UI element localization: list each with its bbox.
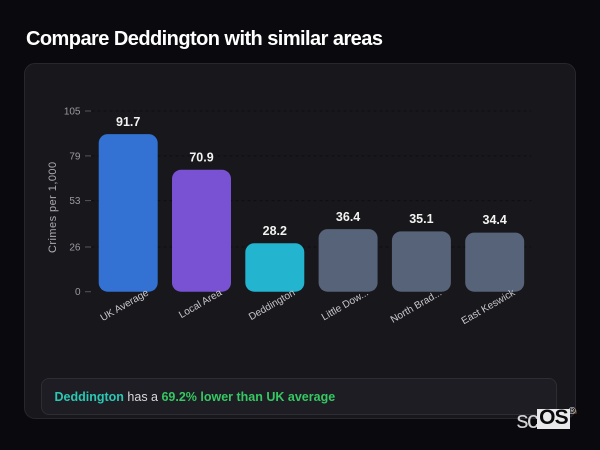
svg-text:26: 26: [69, 243, 81, 254]
svg-text:79: 79: [69, 151, 81, 162]
svg-text:105: 105: [64, 107, 81, 118]
svg-text:0: 0: [75, 287, 81, 298]
svg-text:Little Dow...: Little Dow...: [320, 288, 371, 324]
svg-text:Local Area: Local Area: [177, 287, 224, 321]
svg-text:36.4: 36.4: [336, 210, 360, 224]
svg-text:East Keswick: East Keswick: [460, 287, 518, 327]
svg-text:UK Average: UK Average: [99, 287, 151, 324]
svg-text:North Brad...: North Brad...: [389, 288, 444, 326]
svg-text:Deddington: Deddington: [247, 288, 297, 323]
svg-text:53: 53: [69, 196, 81, 207]
svg-text:34.4: 34.4: [483, 213, 507, 227]
svg-text:70.9: 70.9: [189, 151, 213, 165]
svg-text:28.2: 28.2: [263, 224, 287, 238]
svg-text:Crimes per 1,000: Crimes per 1,000: [47, 161, 59, 253]
svg-text:91.7: 91.7: [116, 115, 140, 129]
svg-text:35.1: 35.1: [409, 212, 433, 226]
